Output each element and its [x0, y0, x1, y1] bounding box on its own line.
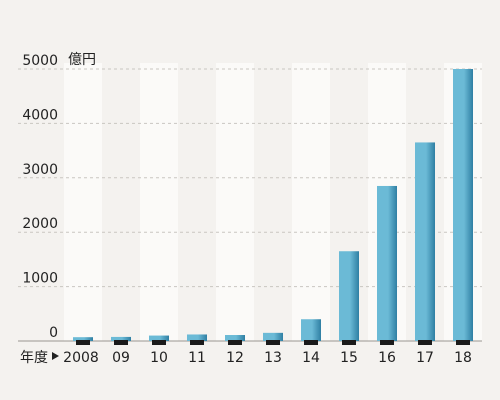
y-axis: 0 1000 2000 3000 4000 5000 — [22, 53, 58, 341]
bar-foot — [342, 340, 356, 345]
column-band — [216, 63, 254, 341]
x-tick-label: 11 — [188, 350, 206, 366]
column-band — [140, 63, 178, 341]
x-tick-label: 12 — [226, 350, 244, 366]
bar-foot — [114, 340, 128, 345]
y-tick-label: 1000 — [22, 271, 58, 287]
gridlines — [18, 68, 482, 342]
unit-label: 億円 — [68, 52, 96, 68]
bar-foot — [380, 340, 394, 345]
bar-foot — [456, 340, 470, 345]
bar-foot — [76, 340, 90, 345]
year-label: 年度 — [20, 350, 48, 366]
bar — [415, 142, 435, 341]
bar — [301, 319, 321, 341]
x-tick-label: 16 — [378, 350, 396, 366]
bar — [453, 69, 473, 341]
bar-foot — [304, 340, 318, 345]
year-axis-label: 年度 — [20, 350, 59, 366]
bar — [187, 334, 207, 341]
x-tick-label: 09 — [112, 350, 130, 366]
x-tick-label: 14 — [302, 350, 320, 366]
x-tick-label: 15 — [340, 350, 358, 366]
x-tick-label: 18 — [454, 350, 472, 366]
bar — [111, 336, 131, 341]
x-tick-label: 13 — [264, 350, 282, 366]
bar-foot — [266, 340, 280, 345]
y-tick-label: 5000 — [22, 53, 58, 69]
column-band — [64, 63, 102, 341]
y-tick-label: 0 — [49, 325, 58, 341]
bar — [73, 337, 93, 341]
x-tick-label: 10 — [150, 350, 168, 366]
x-tick-label: 17 — [416, 350, 434, 366]
bars — [73, 69, 473, 345]
bar — [263, 332, 283, 341]
y-tick-label: 2000 — [22, 216, 58, 232]
bar — [339, 251, 359, 341]
bar-foot — [418, 340, 432, 345]
y-tick-label: 3000 — [22, 162, 58, 178]
bar-foot — [190, 340, 204, 345]
bar-foot — [228, 340, 242, 345]
bar — [377, 185, 397, 341]
x-axis: 2008 09 10 11 12 13 14 15 16 17 18 — [63, 350, 472, 366]
bar — [149, 335, 169, 341]
arrow-right-icon — [52, 352, 59, 360]
x-tick-label: 2008 — [63, 350, 99, 366]
y-tick-label: 4000 — [22, 107, 58, 123]
bar — [225, 335, 245, 341]
column-band — [292, 63, 330, 341]
bar-foot — [152, 340, 166, 345]
